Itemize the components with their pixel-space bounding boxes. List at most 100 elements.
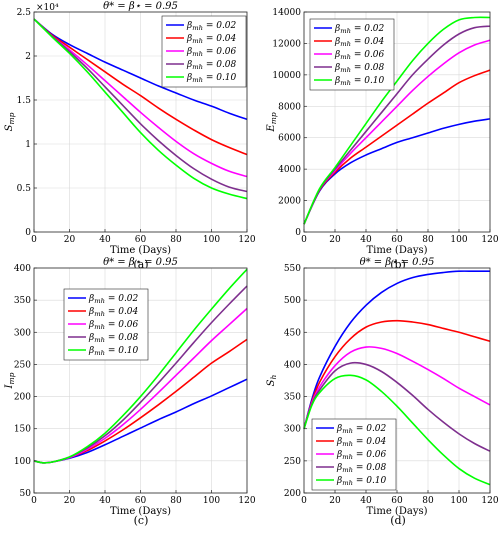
y-tick-label: 0 — [295, 228, 301, 238]
x-axis-label: Time (Days) — [366, 506, 427, 517]
legend-label-3: βmh = 0.08 — [334, 63, 385, 74]
x-tick-label: 100 — [450, 496, 467, 506]
y-tick-label: 1 — [25, 140, 31, 150]
series-line-3 — [33, 18, 248, 193]
x-tick-label: 60 — [135, 235, 147, 245]
x-tick-label: 120 — [481, 235, 498, 245]
series-line-3 — [303, 361, 491, 452]
legend-label-0: βmh = 0.02 — [334, 24, 385, 35]
y-tick-label: 200 — [14, 393, 31, 403]
legend-label-2: βmh = 0.06 — [186, 47, 237, 58]
y-tick-label: 300 — [14, 328, 31, 338]
series-line-4 — [33, 18, 248, 200]
legend-label-3: βmh = 0.08 — [186, 60, 237, 71]
legend-label-1: βmh = 0.04 — [336, 437, 387, 448]
y-tick-label: 6000 — [278, 134, 301, 144]
y-tick-label: 12000 — [272, 39, 301, 49]
series-line-1 — [303, 319, 491, 429]
x-axis-label: Time (Days) — [366, 245, 427, 256]
x-tick-label: 0 — [301, 235, 307, 245]
series-line-0 — [33, 18, 248, 121]
y-tick-label: 14000 — [272, 8, 301, 18]
chart-panel-3: 0 20 40 60 80 100 120 200 250 300 350 400 450 500 550 θ… — [266, 257, 499, 527]
y-tick-label: 50 — [20, 489, 32, 499]
chart-panel-1: 0 20 40 60 80 100 120 0 2000 4000 6000 8000 10000 120… — [266, 8, 499, 271]
series-line-4 — [303, 16, 491, 225]
y-tick-label: 2000 — [278, 197, 301, 207]
chart-title: θ* = β⋆ = 0.95 — [103, 1, 178, 12]
y-axis-label: Emp — [266, 112, 278, 132]
x-tick-label: 20 — [64, 496, 76, 506]
y-tick-label: 10000 — [272, 71, 301, 81]
y-tick-label: 8000 — [278, 102, 301, 112]
x-tick-label: 100 — [203, 235, 220, 245]
y-tick-label: 450 — [284, 328, 301, 338]
x-tick-label: 40 — [99, 496, 111, 506]
y-multiplier: ×10⁴ — [36, 3, 59, 13]
legend-label-0: βmh = 0.02 — [186, 21, 237, 32]
legend-label-0: βmh = 0.02 — [336, 424, 387, 435]
series-line-4 — [33, 268, 248, 464]
legend-label-3: βmh = 0.08 — [88, 333, 139, 344]
x-axis-label: Time (Days) — [110, 506, 171, 517]
legend-label-2: βmh = 0.06 — [336, 450, 387, 461]
y-axis-label: Sh — [266, 374, 278, 386]
chart-title: θ* = β⋆ = 0.95 — [103, 257, 178, 268]
y-tick-label: 400 — [284, 360, 301, 370]
x-tick-label: 60 — [391, 496, 403, 506]
y-tick-label: 500 — [284, 296, 301, 306]
legend-label-4: βmh = 0.10 — [336, 476, 387, 487]
legend-label-1: βmh = 0.04 — [186, 34, 237, 45]
y-tick-label: 200 — [284, 489, 301, 499]
y-tick-label: 2 — [25, 52, 31, 62]
y-tick-label: 350 — [14, 296, 31, 306]
panel-caption: (c) — [134, 514, 149, 527]
x-tick-label: 40 — [360, 496, 372, 506]
series-line-0 — [303, 270, 490, 429]
x-tick-label: 0 — [31, 496, 37, 506]
legend-label-1: βmh = 0.04 — [88, 307, 139, 318]
x-tick-label: 120 — [481, 496, 498, 506]
x-tick-label: 80 — [422, 496, 434, 506]
legend-label-2: βmh = 0.06 — [334, 50, 385, 61]
y-tick-label: 1.5 — [17, 96, 32, 106]
x-tick-label: 100 — [450, 235, 467, 245]
series-line-1 — [33, 18, 248, 156]
x-tick-label: 0 — [31, 235, 37, 245]
y-tick-label: 350 — [284, 393, 301, 403]
y-tick-label: 2.5 — [17, 8, 32, 18]
series-line-4 — [303, 374, 491, 486]
y-tick-label: 250 — [14, 360, 31, 370]
y-tick-label: 150 — [14, 425, 31, 435]
x-tick-label: 80 — [170, 235, 182, 245]
x-tick-label: 20 — [64, 235, 76, 245]
x-tick-label: 120 — [238, 496, 255, 506]
legend-label-1: βmh = 0.04 — [334, 37, 385, 48]
x-tick-label: 60 — [391, 235, 403, 245]
series-line-2 — [33, 18, 248, 178]
x-tick-label: 20 — [329, 496, 341, 506]
x-tick-label: 40 — [99, 235, 111, 245]
x-tick-label: 60 — [135, 496, 147, 506]
panel-caption: (d) — [390, 514, 406, 527]
legend-label-0: βmh = 0.02 — [88, 294, 139, 305]
x-tick-label: 80 — [170, 496, 182, 506]
legend-label-4: βmh = 0.10 — [186, 73, 237, 84]
x-axis-label: Time (Days) — [110, 245, 171, 256]
legend-label-2: βmh = 0.06 — [88, 320, 139, 331]
chart-title: θ* = β⋆ = 0.95 — [360, 257, 435, 268]
x-tick-label: 0 — [301, 496, 307, 506]
x-tick-label: 100 — [203, 496, 220, 506]
y-tick-label: 550 — [284, 264, 301, 274]
legend-label-4: βmh = 0.10 — [334, 76, 385, 87]
series-line-3 — [303, 25, 491, 225]
y-tick-label: 400 — [14, 264, 31, 274]
y-tick-label: 250 — [284, 457, 301, 467]
x-tick-label: 40 — [360, 235, 372, 245]
series-line-0 — [303, 118, 491, 225]
y-tick-label: 0 — [25, 228, 31, 238]
x-tick-label: 120 — [238, 235, 255, 245]
y-tick-label: 100 — [14, 457, 31, 467]
